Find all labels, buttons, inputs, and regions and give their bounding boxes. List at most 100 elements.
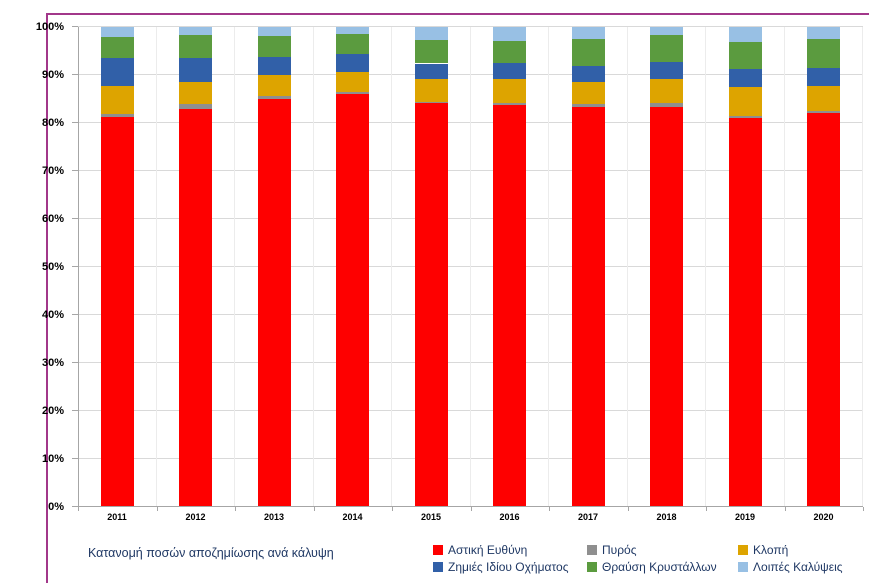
- bar-segment-2013: [257, 57, 291, 76]
- legend-label: Κλοπή: [753, 543, 789, 557]
- y-axis-line: [78, 27, 79, 507]
- bar-segment-2018: [650, 27, 684, 36]
- category-separator: [626, 27, 628, 507]
- bar-segment-2015: [414, 103, 448, 507]
- bar-segment-2016: [493, 40, 527, 63]
- bar-segment-2020: [807, 68, 841, 87]
- bar-segment-2013: [257, 98, 291, 507]
- bar-segment-2019: [728, 69, 762, 87]
- bar-segment-2017: [571, 81, 605, 105]
- bar-segment-2017: [571, 104, 605, 108]
- category-separator: [548, 27, 549, 507]
- bar-segment-2020: [807, 27, 841, 40]
- bar-segment-2018: [650, 102, 684, 108]
- y-axis-label: 30%: [41, 357, 64, 369]
- bar-segment-2016: [493, 79, 527, 104]
- bar-segment-2012: [179, 35, 213, 59]
- y-axis-labels: 0% 10% 20% 30% 40% 50% 60% 70% 80% 90% 100%: [0, 21, 68, 513]
- bar-segment-2014: [336, 34, 370, 55]
- x-axis-label-2012: 2012: [185, 512, 206, 522]
- chart-title: Κατανομή ποσών αποζημίωσης ανά κάλυψη: [88, 546, 334, 560]
- bar-segment-2014: [336, 94, 370, 507]
- bar-segment-2020: [807, 111, 841, 114]
- y-axis-label: 0%: [48, 501, 64, 513]
- legend-label: Αστική Ευθύνη: [448, 543, 528, 557]
- y-axis-tick: [72, 74, 78, 75]
- bar-segment-2011: [100, 27, 134, 37]
- bar-segment-2012: [179, 58, 213, 82]
- bar-segment-2019: [728, 118, 762, 507]
- bar-segment-2015: [414, 27, 448, 40]
- legend-swatch-icon: [738, 545, 748, 555]
- bar-segment-2011: [100, 117, 134, 507]
- y-axis-label: 60%: [41, 213, 64, 225]
- bar-segment-2015: [414, 101, 448, 104]
- bar-segment-2013: [257, 75, 291, 96]
- gridline-70%: [78, 170, 863, 171]
- plot-area: [72, 26, 864, 511]
- gridline-40%: [78, 314, 863, 315]
- x-axis-tick: [470, 507, 472, 511]
- bar-segment-2014: [336, 54, 370, 72]
- legend-label: Ζημιές Ιδίου Οχήματος: [448, 560, 569, 574]
- bar-segment-2012: [179, 81, 213, 105]
- x-axis-label-2017: 2017: [577, 512, 599, 522]
- x-axis-label-2011: 2011: [107, 512, 127, 522]
- legend-swatch-icon: [587, 545, 597, 555]
- y-axis-tick: [72, 458, 78, 459]
- bar-segment-2011: [100, 86, 134, 115]
- bar-segment-2012: [179, 27, 213, 36]
- bar-segment-2016: [493, 62, 527, 80]
- bar-segment-2018: [650, 79, 684, 103]
- gridline-90%: [78, 74, 863, 75]
- y-axis-label: 50%: [41, 261, 64, 273]
- category-separator: [783, 27, 785, 507]
- bar-segment-2014: [336, 27, 370, 35]
- bar-segment-2014: [336, 71, 370, 92]
- x-axis-tick: [863, 507, 864, 511]
- category-separator: [705, 27, 706, 507]
- x-axis-label-2014: 2014: [342, 512, 363, 522]
- category-separator: [234, 27, 235, 507]
- bar-segment-2015: [414, 63, 448, 80]
- legend-swatch-icon: [433, 545, 443, 555]
- gridline-10%: [78, 458, 863, 459]
- category-separator: [469, 27, 471, 507]
- y-axis-tick: [72, 362, 78, 363]
- bar-segment-2018: [650, 35, 684, 62]
- gridline-60%: [78, 218, 863, 219]
- legend-swatch-icon: [738, 562, 748, 572]
- y-axis-tick: [72, 266, 78, 267]
- bar-segment-2020: [807, 86, 841, 111]
- legend-swatch-icon: [433, 562, 443, 572]
- bar-segment-2011: [100, 57, 134, 87]
- bar-segment-2017: [571, 38, 605, 66]
- y-axis-tick: [72, 122, 78, 123]
- bar-segment-2019: [728, 115, 762, 119]
- gridline-80%: [78, 122, 863, 123]
- y-axis-tick: [72, 218, 78, 219]
- x-axis-label-2020: 2020: [813, 512, 834, 522]
- bar-segment-2019: [728, 86, 762, 116]
- x-axis-label-2016: 2016: [499, 512, 520, 522]
- y-axis-label: 70%: [41, 165, 64, 177]
- x-axis-label-2013: 2013: [263, 512, 285, 522]
- legend-swatch-icon: [587, 562, 597, 572]
- bar-segment-2018: [650, 61, 684, 80]
- x-axis-tick: [156, 507, 158, 511]
- bar-segment-2020: [807, 39, 841, 69]
- y-axis-label: 40%: [41, 309, 64, 321]
- bar-segment-2019: [728, 41, 762, 70]
- y-axis-tick: [72, 506, 78, 507]
- x-axis-tick: [235, 507, 236, 511]
- y-axis-label: 10%: [41, 453, 64, 465]
- gridline-30%: [78, 362, 863, 363]
- x-axis-tick: [627, 507, 629, 511]
- legend-label: Πυρός: [602, 543, 637, 557]
- gridline-20%: [78, 410, 863, 411]
- category-separator: [155, 27, 157, 507]
- x-axis-tick: [313, 507, 315, 511]
- legend-label: Θραύση Κρυστάλλων: [602, 560, 717, 574]
- x-axis-tick: [392, 507, 393, 511]
